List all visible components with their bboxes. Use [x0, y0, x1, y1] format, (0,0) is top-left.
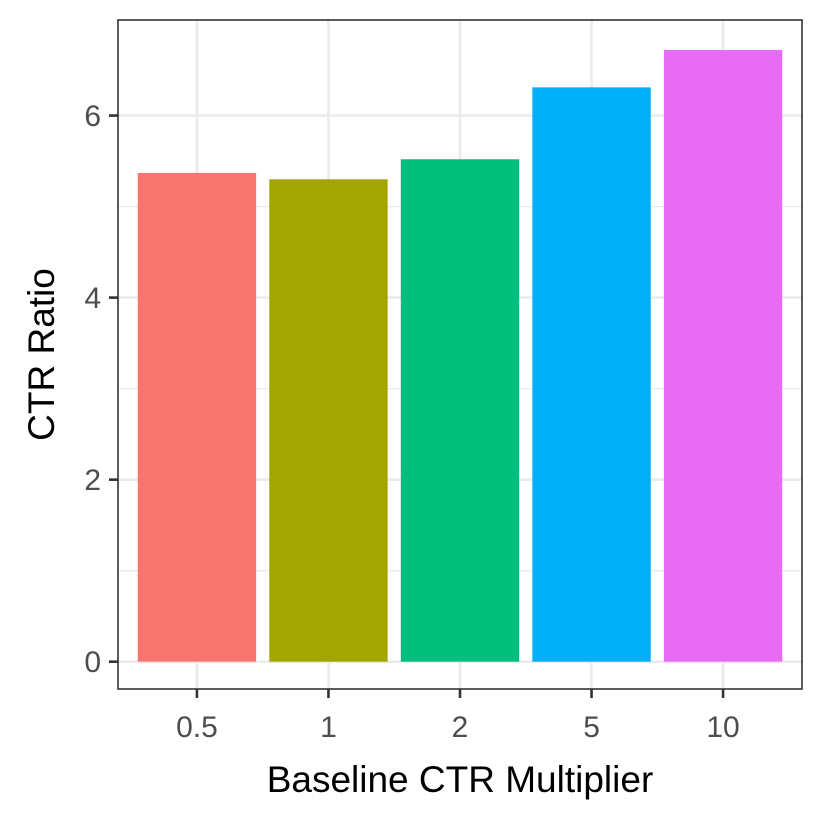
y-axis: 0 2 4 6	[84, 100, 118, 679]
bar-0.5	[137, 172, 257, 662]
y-tick-label: 6	[84, 100, 101, 133]
x-axis-title: Baseline CTR Multiplier	[267, 759, 654, 800]
x-tick-label: 5	[583, 711, 600, 744]
y-tick-label: 2	[84, 464, 101, 497]
x-tick-label: 0.5	[176, 711, 218, 744]
bar-1	[269, 179, 388, 662]
x-tick-label: 1	[320, 711, 337, 744]
x-tick-label: 2	[452, 711, 469, 744]
y-tick-label: 4	[84, 282, 101, 315]
y-tick-label: 0	[84, 646, 101, 679]
bar-5	[532, 87, 651, 662]
x-tick-label: 10	[706, 711, 739, 744]
x-axis: 0.5 1 2 5 10	[176, 689, 740, 744]
bars	[137, 50, 783, 662]
y-axis-title: CTR Ratio	[21, 268, 62, 441]
bar-10	[663, 50, 783, 662]
bar-2	[400, 159, 520, 662]
